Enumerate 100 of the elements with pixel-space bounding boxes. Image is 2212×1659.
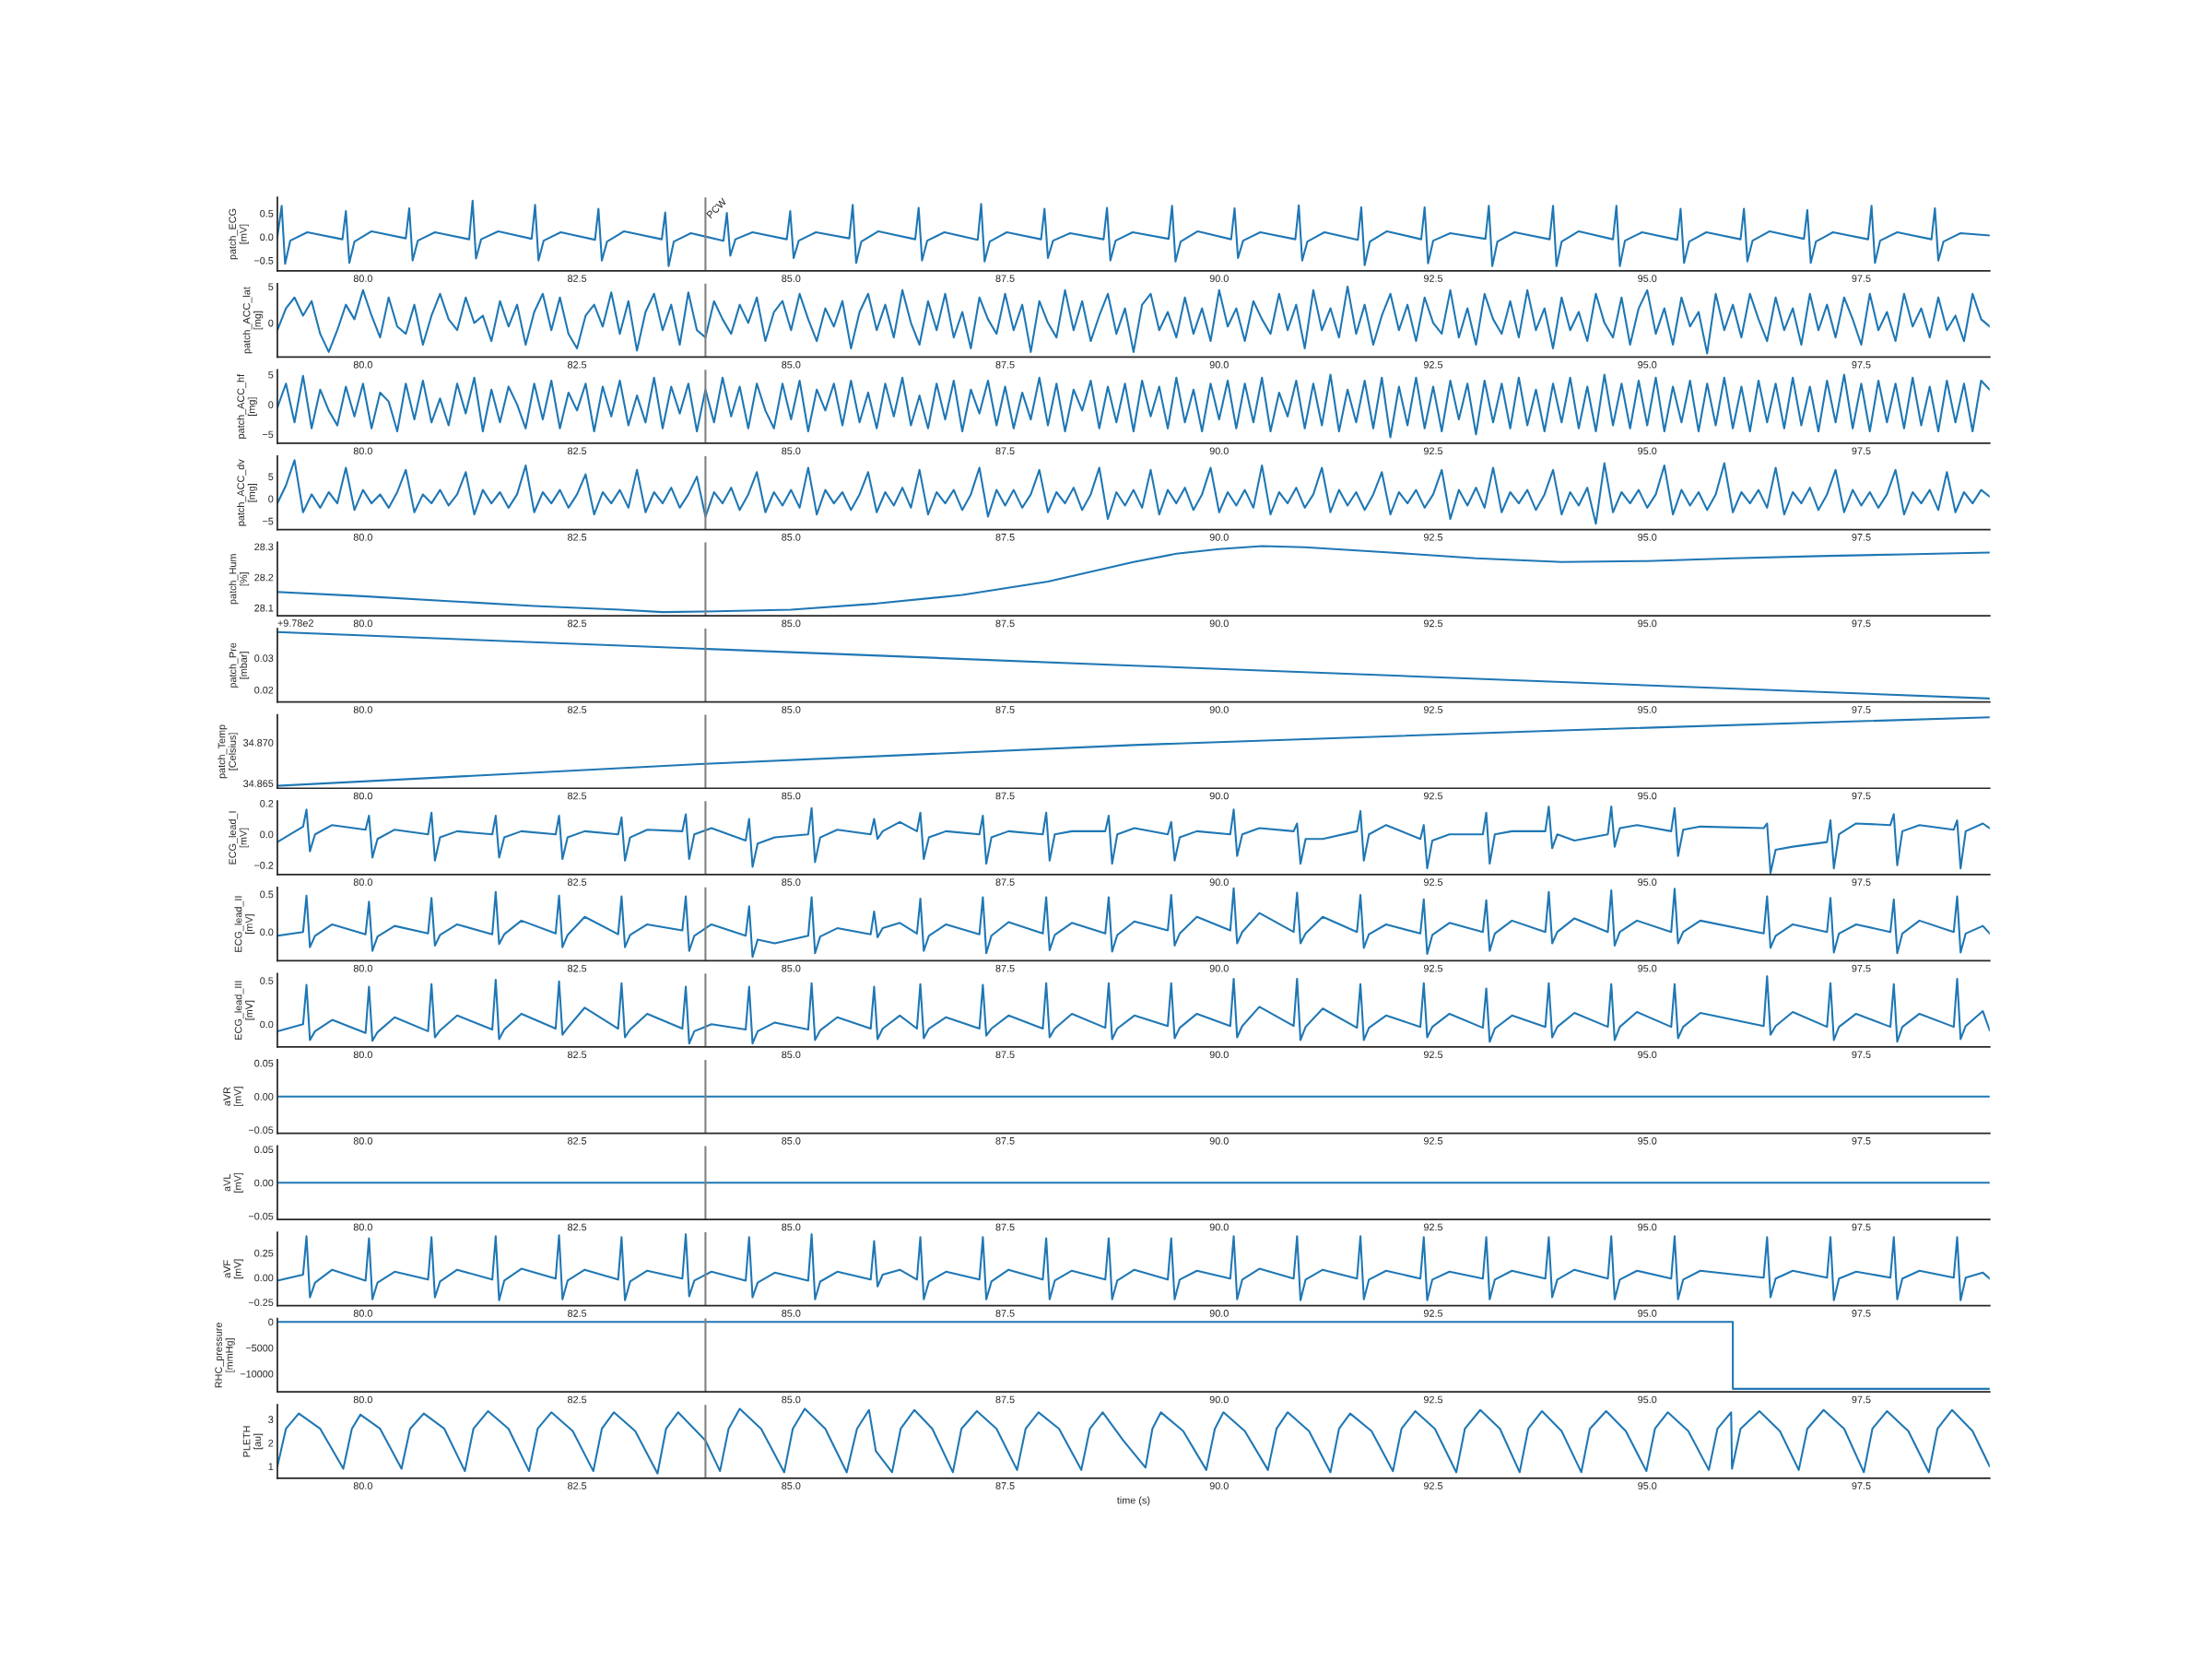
x-tick-label: 97.5 <box>1852 792 1871 800</box>
x-tick-label: 90.0 <box>1209 792 1229 800</box>
x-tick-label: 82.5 <box>568 360 587 369</box>
y-axis-title: RHC_pressure [mmHg] <box>215 1323 235 1388</box>
x-tick-label: 90.0 <box>1209 1482 1229 1489</box>
x-tick-label: 82.5 <box>568 1310 587 1317</box>
x-tick-label: 97.5 <box>1852 619 1871 628</box>
x-tick-label: 80.0 <box>353 533 372 541</box>
x-tick-label: 97.5 <box>1852 360 1871 369</box>
x-tick-label: 82.5 <box>568 1051 587 1059</box>
y-tick-label: −0.5 <box>253 256 274 265</box>
x-tick-label: 82.5 <box>568 1395 587 1404</box>
x-tick-label: 92.5 <box>1423 1223 1443 1231</box>
x-tick-label: 95.0 <box>1638 360 1657 369</box>
y-tick-label: 0.00 <box>254 1093 274 1100</box>
x-tick-label: 82.5 <box>568 964 587 972</box>
y-tick-label: 0 <box>268 401 274 408</box>
x-tick-label: 90.0 <box>1209 1223 1229 1231</box>
y-tick-label: 0.05 <box>254 1146 274 1154</box>
x-tick-label: 85.0 <box>782 275 801 282</box>
x-tick-label: 92.5 <box>1423 878 1443 886</box>
x-tick-label: 87.5 <box>995 360 1015 369</box>
x-tick-label: 82.5 <box>568 1136 587 1145</box>
x-tick-label: 90.0 <box>1209 878 1229 886</box>
y-tick-label: 0 <box>268 495 274 503</box>
x-tick-label: 87.5 <box>995 275 1015 282</box>
y-axis-title: aVR [mV] <box>223 1087 243 1107</box>
x-tick-label: 80.0 <box>353 1051 372 1059</box>
x-tick-label: 87.5 <box>995 619 1015 628</box>
x-tick-label: 87.5 <box>995 878 1015 886</box>
x-tick-label: 95.0 <box>1638 706 1657 713</box>
x-tick-label: 95.0 <box>1638 1310 1657 1317</box>
x-tick-label: 90.0 <box>1209 360 1229 369</box>
x-tick-label: 92.5 <box>1423 619 1443 628</box>
y-tick-label: −0.25 <box>248 1299 274 1306</box>
y-tick-label: 0.00 <box>254 1274 274 1282</box>
x-tick-label: 87.5 <box>995 964 1015 972</box>
y-tick-label: −10000 <box>240 1370 274 1378</box>
y-axis-title: ECG_lead_I [mV] <box>229 811 249 865</box>
x-tick-label: 82.5 <box>568 275 587 282</box>
x-tick-label: 87.5 <box>995 1136 1015 1145</box>
x-tick-label: 90.0 <box>1209 619 1229 628</box>
y-axis-title: patch_ACC_dv [mg] <box>237 459 257 526</box>
x-tick-label: 92.5 <box>1423 1051 1443 1059</box>
y-tick-label: −0.05 <box>248 1212 274 1220</box>
y-axis-title: patch_Temp [Celsius] <box>218 724 239 779</box>
x-tick-label: 82.5 <box>568 792 587 800</box>
x-tick-label: 90.0 <box>1209 1395 1229 1404</box>
x-tick-label: 95.0 <box>1638 1136 1657 1145</box>
y-tick-label: 0.2 <box>260 800 274 807</box>
x-tick-label: 87.5 <box>995 706 1015 713</box>
x-tick-label: 82.5 <box>568 706 587 713</box>
x-tick-label: 80.0 <box>353 447 372 455</box>
x-tick-label: 80.0 <box>353 1136 372 1145</box>
y-tick-label: 0.0 <box>260 1020 274 1029</box>
x-tick-label: 97.5 <box>1852 1310 1871 1317</box>
x-tick-label: 90.0 <box>1209 1051 1229 1059</box>
x-tick-label: 97.5 <box>1852 275 1871 282</box>
x-tick-label: 85.0 <box>782 706 801 713</box>
y-axis-title: aVF [mV] <box>223 1259 243 1279</box>
x-tick-label: 92.5 <box>1423 447 1443 455</box>
y-axis-title: ECG_lead_II [mV] <box>234 896 255 952</box>
x-tick-label: 80.0 <box>353 275 372 282</box>
y-tick-label: −0.05 <box>248 1126 274 1134</box>
y-tick-label: 28.3 <box>254 543 274 551</box>
x-tick-label: 95.0 <box>1638 1051 1657 1059</box>
x-tick-label: 80.0 <box>353 1482 372 1489</box>
y-tick-label: 0.0 <box>260 830 274 839</box>
x-tick-label: 90.0 <box>1209 964 1229 972</box>
x-tick-label: 95.0 <box>1638 878 1657 886</box>
x-tick-label: 97.5 <box>1852 878 1871 886</box>
y-tick-label: 0 <box>268 1318 274 1326</box>
x-tick-label: 80.0 <box>353 706 372 713</box>
x-tick-label: 97.5 <box>1852 1223 1871 1231</box>
x-tick-label: 85.0 <box>782 964 801 972</box>
x-tick-label: 90.0 <box>1209 447 1229 455</box>
x-tick-label: 82.5 <box>568 1482 587 1489</box>
y-tick-label: 28.2 <box>254 573 274 582</box>
x-tick-label: 85.0 <box>782 447 801 455</box>
x-tick-label: 85.0 <box>782 533 801 541</box>
x-tick-label: 87.5 <box>995 533 1015 541</box>
y-tick-label: 0 <box>268 319 274 327</box>
x-tick-label: 82.5 <box>568 447 587 455</box>
y-tick-label: −0.2 <box>253 862 274 869</box>
x-tick-label: 80.0 <box>353 878 372 886</box>
y-tick-label: −5 <box>262 517 274 525</box>
x-tick-label: 85.0 <box>782 878 801 886</box>
y-axis-title: patch_ACC_lat [mg] <box>242 287 264 354</box>
y-tick-label: 2 <box>268 1439 274 1447</box>
x-tick-label: 95.0 <box>1638 1223 1657 1231</box>
x-tick-label: 80.0 <box>353 792 372 800</box>
x-tick-label: 95.0 <box>1638 447 1657 455</box>
x-tick-label: 97.5 <box>1852 1395 1871 1404</box>
x-tick-label: 97.5 <box>1852 706 1871 713</box>
y-axis-title: patch_Pre [mbar] <box>229 642 250 688</box>
x-tick-label: 95.0 <box>1638 619 1657 628</box>
x-tick-label: 87.5 <box>995 792 1015 800</box>
x-tick-label: 90.0 <box>1209 275 1229 282</box>
y-tick-label: 0.5 <box>260 977 274 984</box>
x-tick-label: 92.5 <box>1423 360 1443 369</box>
